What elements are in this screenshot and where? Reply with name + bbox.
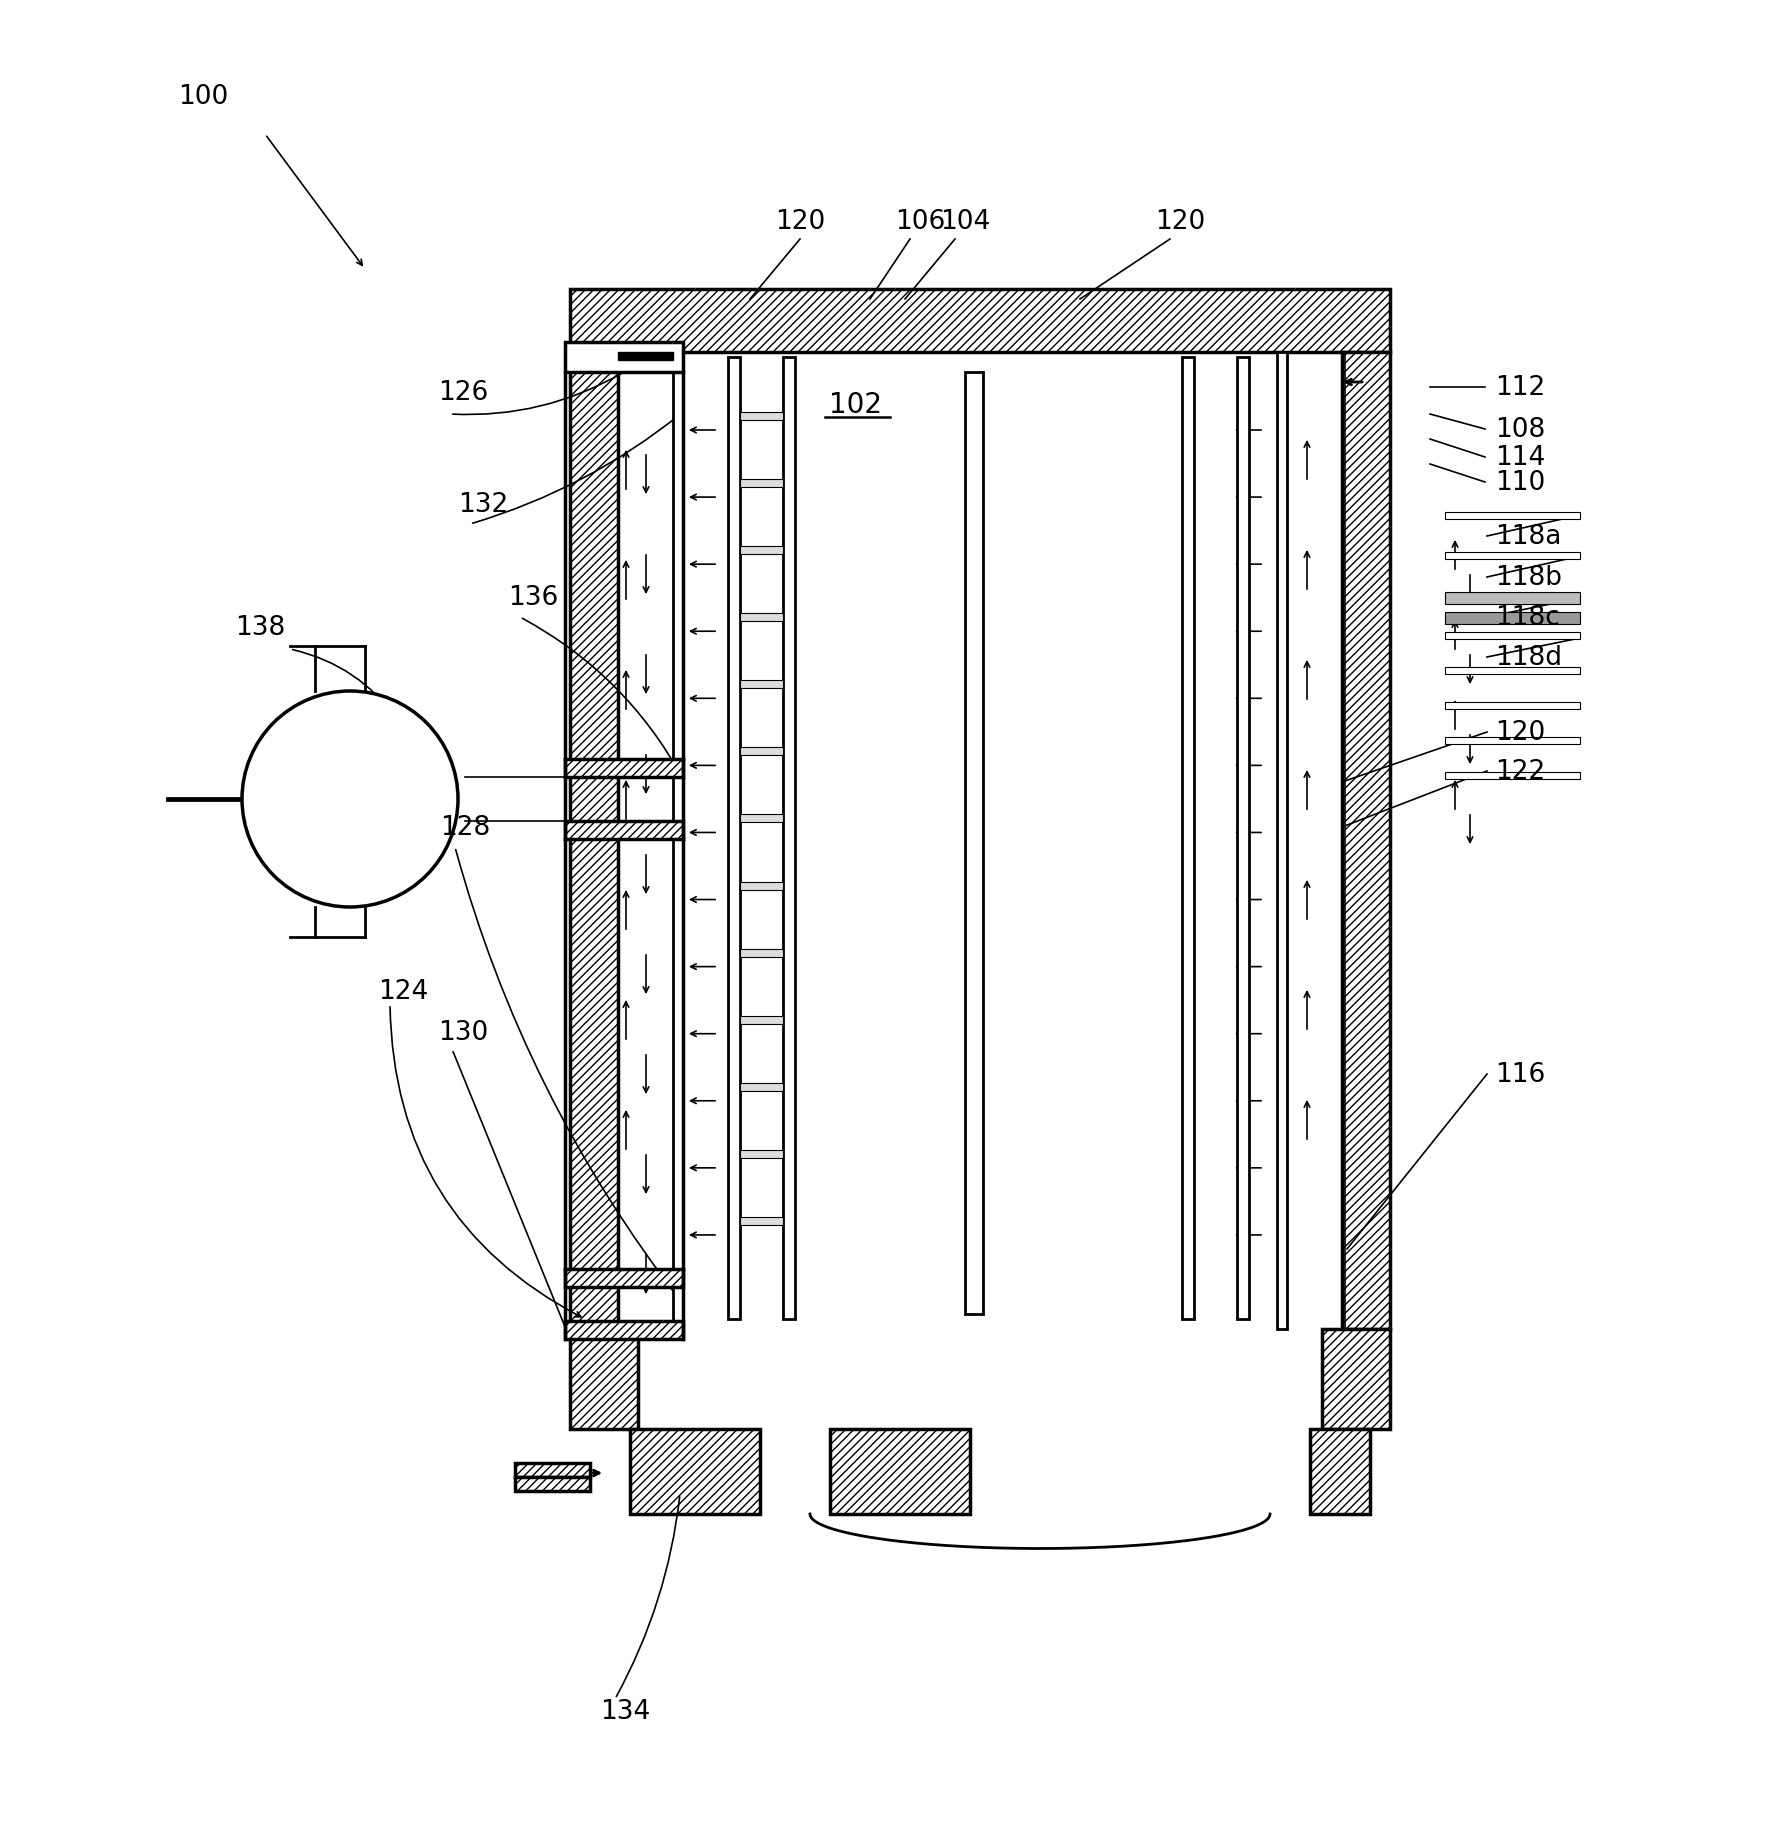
Text: 120: 120: [1496, 719, 1546, 745]
Circle shape: [241, 692, 457, 908]
Bar: [829, 1429, 970, 1513]
Bar: [1446, 613, 1580, 624]
Bar: [565, 759, 683, 778]
Bar: [570, 353, 618, 1329]
Bar: [618, 353, 674, 361]
Bar: [674, 353, 683, 1329]
Text: 114: 114: [1496, 445, 1546, 470]
Bar: [740, 681, 783, 688]
Bar: [1446, 633, 1580, 640]
Text: 110: 110: [1496, 470, 1546, 496]
Text: 108: 108: [1496, 417, 1546, 443]
Bar: [1446, 668, 1580, 675]
Bar: [1278, 353, 1287, 1329]
Bar: [1446, 772, 1580, 780]
Bar: [565, 342, 683, 373]
Text: 132: 132: [457, 492, 508, 518]
Text: 118b: 118b: [1496, 565, 1562, 591]
Bar: [740, 613, 783, 622]
Bar: [1310, 1429, 1371, 1513]
Text: 136: 136: [508, 584, 558, 611]
Text: 126: 126: [438, 381, 488, 406]
Bar: [515, 1477, 590, 1491]
Text: 122: 122: [1496, 759, 1546, 785]
Bar: [1322, 1329, 1390, 1429]
Bar: [740, 814, 783, 824]
Bar: [1446, 737, 1580, 745]
Bar: [965, 373, 983, 1314]
Text: 120: 120: [1154, 209, 1204, 234]
Bar: [1237, 359, 1249, 1319]
Bar: [1446, 703, 1580, 710]
Text: 102: 102: [829, 392, 881, 419]
Bar: [740, 1217, 783, 1226]
Text: 118c: 118c: [1496, 604, 1560, 631]
Text: 106: 106: [895, 209, 945, 234]
Bar: [740, 1151, 783, 1158]
Text: 118a: 118a: [1496, 523, 1562, 549]
Bar: [565, 1270, 683, 1286]
Text: 138: 138: [236, 615, 286, 640]
Text: 100: 100: [179, 84, 229, 110]
Text: 128: 128: [440, 814, 490, 840]
Text: 134: 134: [600, 1698, 650, 1724]
Text: 116: 116: [1496, 1061, 1546, 1087]
Bar: [570, 289, 1390, 353]
Text: 124: 124: [379, 979, 429, 1005]
Bar: [740, 748, 783, 756]
Bar: [515, 1464, 590, 1477]
Text: 130: 130: [438, 1019, 488, 1045]
Bar: [1181, 359, 1194, 1319]
Bar: [565, 822, 683, 840]
Bar: [1342, 353, 1390, 1329]
Text: 120: 120: [776, 209, 826, 234]
Text: 118d: 118d: [1496, 644, 1562, 670]
Bar: [565, 1321, 683, 1340]
Bar: [740, 950, 783, 957]
Bar: [1446, 593, 1580, 604]
Bar: [1446, 553, 1580, 560]
Bar: [1446, 512, 1580, 520]
Bar: [740, 1016, 783, 1025]
Text: 104: 104: [940, 209, 990, 234]
Bar: [631, 1429, 759, 1513]
Bar: [727, 359, 740, 1319]
Bar: [740, 414, 783, 421]
Bar: [783, 359, 795, 1319]
Bar: [740, 479, 783, 489]
Bar: [740, 547, 783, 554]
Bar: [740, 882, 783, 889]
Text: 112: 112: [1496, 375, 1546, 401]
Bar: [740, 1083, 783, 1091]
Bar: [570, 1329, 638, 1429]
